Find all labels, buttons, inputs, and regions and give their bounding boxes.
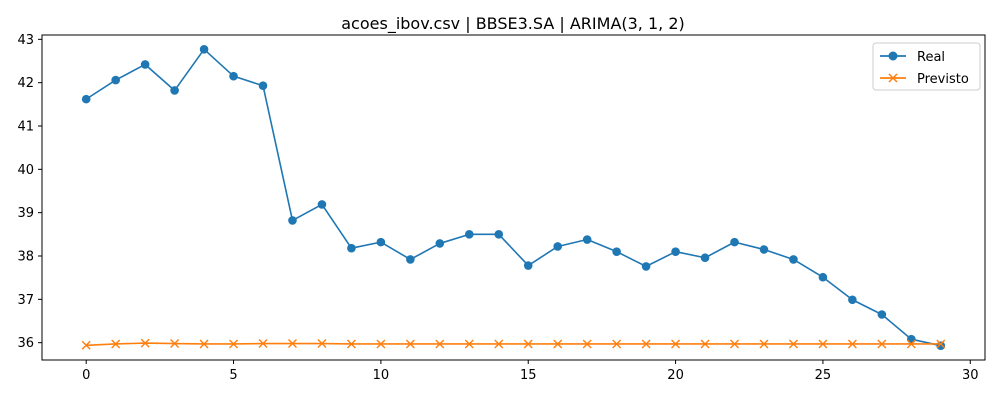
legend-label-previsto: Previsto <box>917 72 969 87</box>
data-point-real <box>111 75 120 85</box>
data-point-previsto <box>788 339 798 349</box>
x-tick-label: 5 <box>229 368 237 383</box>
y-tick-label: 38 <box>17 250 34 265</box>
data-point-real <box>376 237 386 247</box>
data-point-previsto <box>258 339 268 349</box>
data-point-previsto <box>346 339 356 349</box>
data-point-previsto <box>376 339 386 349</box>
data-point-real <box>641 262 651 271</box>
data-point-real <box>81 94 91 104</box>
data-point-previsto <box>229 339 239 349</box>
data-point-real <box>199 45 209 54</box>
data-point-real <box>818 272 828 282</box>
data-point-previsto <box>582 339 592 349</box>
axes: 0 5 10 15 20 25 30 36 37 38 39 40 41 42 43 <box>17 33 986 383</box>
y-tick-label: 36 <box>17 336 34 351</box>
legend-marker-previsto <box>888 73 898 83</box>
data-point-real <box>553 242 563 251</box>
data-point-real <box>288 216 297 225</box>
data-point-previsto <box>111 339 121 349</box>
y-tick-label: 39 <box>17 206 34 221</box>
legend-label-real: Real <box>917 50 945 65</box>
data-point-previsto <box>199 339 209 349</box>
series-line-previsto <box>86 342 941 347</box>
data-point-previsto <box>140 338 150 348</box>
data-point-real <box>759 245 769 254</box>
chart-title: acoes_ibov.csv | BBSE3.SA | ARIMA(3, 1, … <box>341 14 685 34</box>
data-point-previsto <box>612 339 622 349</box>
data-point-previsto <box>671 339 681 349</box>
data-point-real <box>700 253 710 263</box>
legend: Real Previsto <box>872 42 981 91</box>
y-tick-label: 43 <box>17 33 34 48</box>
data-point-real <box>170 86 179 95</box>
data-point-previsto <box>523 339 533 349</box>
data-point-real <box>406 255 415 264</box>
data-point-previsto <box>170 339 180 349</box>
data-point-real <box>671 247 680 256</box>
data-point-previsto <box>759 339 769 349</box>
data-point-previsto <box>730 339 740 349</box>
data-point-previsto <box>405 339 415 349</box>
data-point-previsto <box>287 339 297 349</box>
data-point-real <box>789 255 798 264</box>
data-point-real <box>464 230 474 239</box>
series-line-real <box>85 48 941 347</box>
legend-marker-real <box>888 51 898 61</box>
data-point-previsto <box>877 339 887 349</box>
data-point-previsto <box>641 339 651 349</box>
x-tick-label: 30 <box>962 368 979 383</box>
data-point-real <box>347 243 356 253</box>
x-tick-label: 10 <box>373 368 390 383</box>
data-point-real <box>907 334 916 344</box>
data-point-previsto <box>317 339 327 349</box>
data-point-real <box>258 81 268 90</box>
data-point-previsto <box>906 339 916 349</box>
x-tick-label: 0 <box>82 368 90 383</box>
y-tick-label: 42 <box>17 76 34 91</box>
plot-frame <box>41 34 986 361</box>
data-point-real <box>848 295 857 305</box>
data-point-real <box>229 71 238 81</box>
data-point-real <box>582 235 592 244</box>
data-point-previsto <box>464 339 474 349</box>
data-point-real <box>612 247 621 256</box>
data-point-real <box>523 261 533 270</box>
data-point-previsto <box>818 339 828 349</box>
data-point-real <box>494 230 504 239</box>
data-point-previsto <box>847 339 857 349</box>
x-tick-label: 15 <box>520 368 537 383</box>
x-tick-label: 20 <box>667 368 684 383</box>
y-tick-label: 41 <box>17 120 34 135</box>
y-tick-label: 40 <box>17 163 34 178</box>
data-point-real <box>877 310 887 319</box>
data-point-real <box>936 341 946 351</box>
data-point-previsto <box>494 339 504 349</box>
data-point-real <box>730 237 739 247</box>
data-point-previsto <box>936 339 946 349</box>
data-point-real <box>317 200 327 209</box>
plot-area <box>81 45 946 351</box>
data-point-real <box>435 239 445 248</box>
data-point-previsto <box>81 340 91 350</box>
y-tick-label: 37 <box>17 293 34 308</box>
data-point-previsto <box>553 339 563 349</box>
data-point-real <box>140 60 150 69</box>
data-point-previsto <box>435 339 445 349</box>
data-point-previsto <box>700 339 710 349</box>
x-tick-label: 25 <box>815 368 832 383</box>
